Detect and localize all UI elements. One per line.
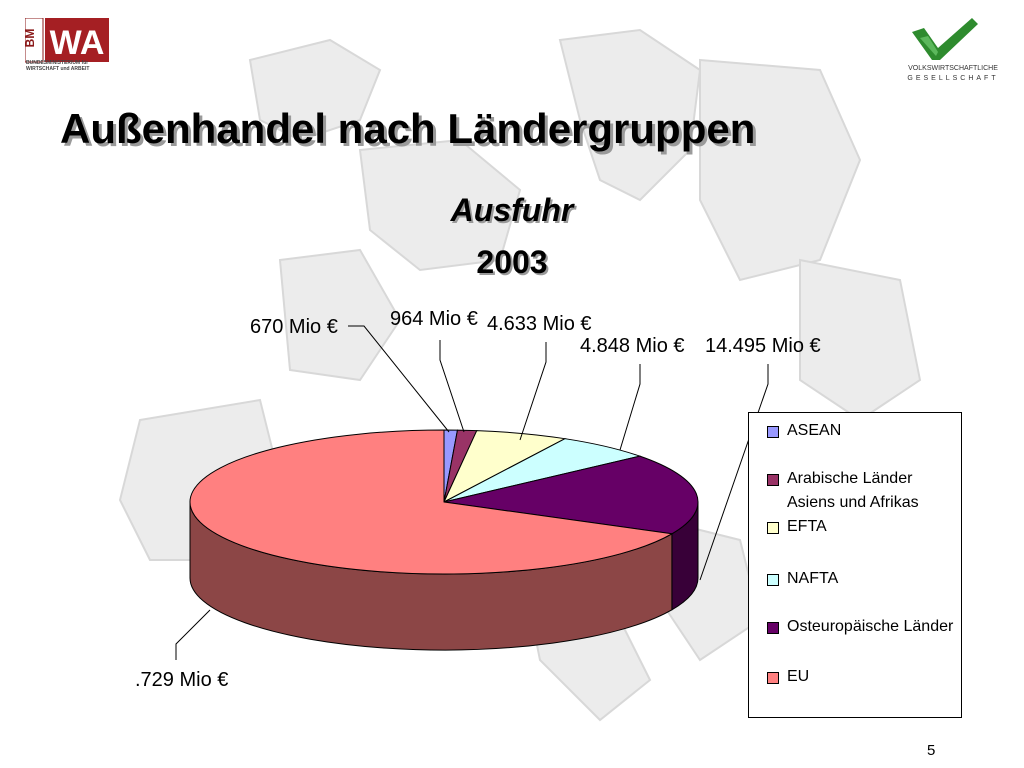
chart-subtitle-year: 2003 — [476, 244, 548, 280]
leader-line-asean — [348, 325, 450, 433]
vwg-checkmark-logo — [912, 18, 978, 60]
data-label-osteurop-ische-l-nder: 14.495 Mio € — [705, 335, 821, 357]
vwg-logo-text: VOLKSWIRTSCHAFTLICHE GESELLSCHAFT — [898, 64, 1008, 84]
legend-label-nafta: NAFTA — [787, 570, 839, 587]
chart-subtitle-ausfuhr: Ausfuhr — [450, 192, 574, 228]
leader-line-nafta — [619, 364, 641, 451]
legend-swatch-eu — [767, 672, 779, 684]
legend-item-efta: EFTA — [767, 515, 957, 539]
legend-swatch-asean — [767, 426, 779, 438]
pie-slices-group — [189, 429, 699, 651]
vwg-logo-line2: GESELLSCHAFT — [907, 75, 999, 82]
legend-label-efta: EFTA — [787, 518, 827, 535]
chart-legend: ASEAN Arabische Länder Asiens und Afrika… — [748, 412, 962, 718]
page-number: 5 — [927, 742, 936, 759]
legend-item-osteuropa: Osteuropäische Länder — [767, 615, 957, 639]
legend-swatch-efta — [767, 522, 779, 534]
data-label-arabische-l-nder-asiens-und-afrikas: 964 Mio € — [390, 308, 478, 330]
pie-slice-osteurop-ische-l-nder — [443, 455, 699, 535]
legend-swatch-arabische — [767, 474, 779, 486]
vwg-logo-line1: VOLKSWIRTSCHAFTLICHE — [908, 65, 998, 72]
legend-label-asean: ASEAN — [787, 422, 842, 439]
leader-line-arabische-l-nder-asiens-und-afrikas — [439, 340, 465, 433]
leader-line-efta — [519, 342, 547, 441]
legend-swatch-osteuropa — [767, 622, 779, 634]
data-label-eu: .729 Mio € — [135, 669, 228, 691]
leader-line-osteurop-ische-l-nder — [699, 364, 769, 581]
legend-item-arabische: Arabische Länder Asiens und Afrikas — [767, 467, 957, 515]
svg-text:WA: WA — [50, 24, 105, 62]
legend-item-asean: ASEAN — [767, 419, 957, 443]
data-labels-group: 670 Mio € 964 Mio € 4.633 Mio €4.848 Mio €… — [135, 308, 821, 691]
legend-item-eu: EU — [767, 665, 957, 689]
data-label-asean: 670 Mio € — [250, 316, 338, 338]
legend-label-arabische: Arabische Länder Asiens und Afrikas — [787, 470, 919, 511]
data-label-efta: 4.633 Mio € — [487, 313, 592, 335]
legend-label-eu: EU — [787, 668, 810, 685]
legend-item-nafta: NAFTA — [767, 567, 957, 591]
leader-line-eu — [175, 609, 211, 660]
data-label-nafta: 4.848 Mio € — [580, 335, 685, 357]
legend-label-osteuropa: Osteuropäische Länder — [787, 618, 954, 635]
pie-slice-eu — [189, 429, 674, 575]
page-title: Außenhandel nach Ländergruppen — [60, 105, 756, 152]
bmwa-logo-text: BUNDESMINISTERIUM für WIRTSCHAFT und ARB… — [26, 60, 90, 72]
legend-swatch-nafta — [767, 574, 779, 586]
svg-text:BM: BM — [25, 29, 37, 48]
bmwa-logo: BM WA — [25, 18, 109, 63]
